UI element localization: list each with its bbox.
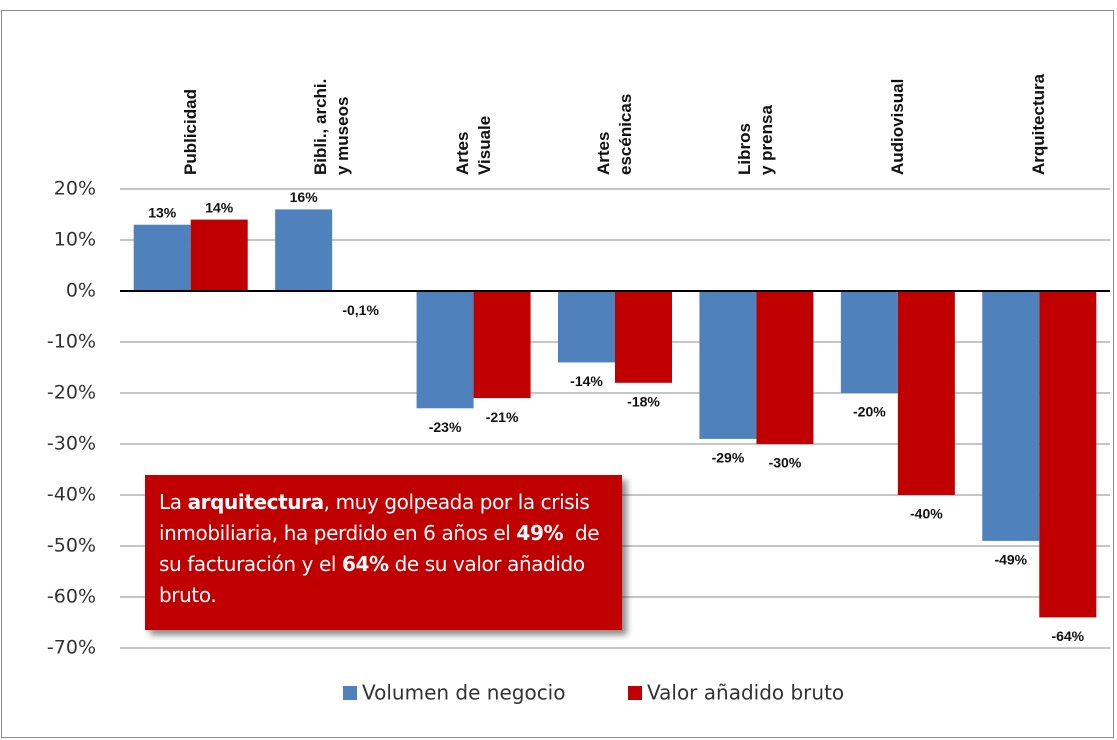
bar xyxy=(473,291,531,399)
y-tick-label: -40% xyxy=(47,484,96,506)
y-tick-label: -70% xyxy=(47,637,96,659)
data-label: -49% xyxy=(994,552,1027,568)
y-tick-label: -30% xyxy=(47,433,96,455)
x-category-label: Artes Visuale xyxy=(452,115,494,175)
data-label: 14% xyxy=(205,199,234,215)
bar xyxy=(190,219,248,291)
x-category-label: Audiovisual xyxy=(887,78,907,175)
data-label: -20% xyxy=(853,404,886,420)
bar xyxy=(840,291,898,393)
bar xyxy=(416,291,474,409)
bar xyxy=(699,291,757,439)
annotation-run: La xyxy=(159,490,188,514)
data-label: -23% xyxy=(429,419,462,435)
legend-swatch xyxy=(628,686,642,700)
bar xyxy=(756,291,814,444)
legend-label: Volumen de negocio xyxy=(362,681,565,705)
y-tick-label: -20% xyxy=(47,382,96,404)
x-category-label: Publicidad xyxy=(180,89,200,175)
x-category-label: Bibli., archi. y museos xyxy=(311,78,353,175)
data-label: -18% xyxy=(627,394,660,410)
annotation-run: de su valor añadido bruto. xyxy=(159,552,591,607)
data-label: 13% xyxy=(148,204,177,220)
data-label: -64% xyxy=(1051,628,1084,644)
data-label: -0,1% xyxy=(342,302,379,318)
x-category-label: Artes escénicas xyxy=(594,93,635,175)
legend-swatch xyxy=(343,686,357,700)
annotation-run: 64% xyxy=(341,552,389,576)
bar xyxy=(897,291,955,495)
bar xyxy=(558,291,615,363)
y-tick-label: 20% xyxy=(54,178,96,200)
data-label: -29% xyxy=(712,450,745,466)
y-tick-label: -50% xyxy=(47,535,96,557)
annotation-run: 49% xyxy=(516,521,564,545)
bar xyxy=(133,224,191,291)
data-label: 16% xyxy=(290,189,319,205)
annotation: La arquitectura, muy golpeada por la cri… xyxy=(145,475,622,630)
bar xyxy=(615,291,672,383)
bar xyxy=(275,209,333,291)
x-category-label: Libros y prensa xyxy=(735,105,777,175)
data-label: -14% xyxy=(570,373,603,389)
annotation-run: , muy golpeada por la crisis inmobiliari… xyxy=(159,490,596,545)
y-tick-label: -60% xyxy=(47,586,96,608)
y-tick-label: 0% xyxy=(66,280,96,302)
bar xyxy=(1039,291,1097,618)
y-tick-label: 10% xyxy=(54,229,96,251)
annotation-run: de su facturación y el xyxy=(159,521,606,576)
bar xyxy=(982,291,1040,541)
chart-frame xyxy=(1,10,1114,738)
data-label: -40% xyxy=(910,506,943,522)
annotation-run: arquitectura xyxy=(187,490,325,514)
data-label: -30% xyxy=(769,455,802,471)
legend-label: Valor añadido bruto xyxy=(647,681,844,705)
data-label: -21% xyxy=(486,409,519,425)
y-tick-label: -10% xyxy=(47,331,96,353)
x-category-label: Arquitectura xyxy=(1029,73,1049,175)
